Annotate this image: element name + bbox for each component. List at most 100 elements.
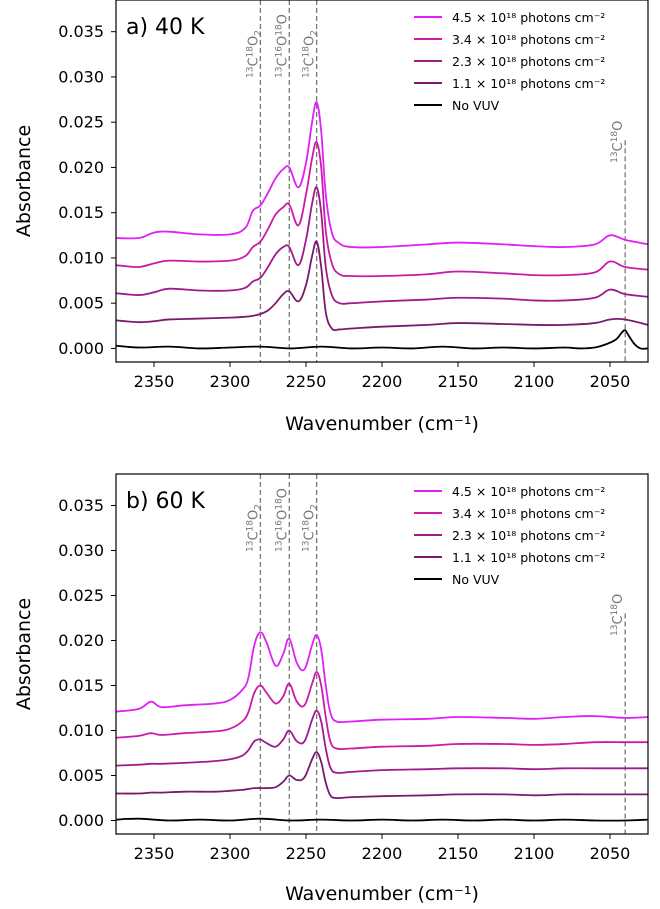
y-tick-label: 0.025 [58, 113, 104, 132]
marker-label-part: C [611, 615, 626, 624]
legend: 4.5 × 10¹⁸ photons cm⁻² 3.4 × 10¹⁸ photon… [414, 484, 605, 587]
y-tick-label: 0.005 [58, 294, 104, 313]
marker-label-part: 13 [302, 67, 312, 78]
y-tick-label: 0.025 [58, 586, 104, 605]
marker-label-part: C [275, 57, 290, 66]
x-tick-label: 2200 [362, 844, 403, 863]
x-axis-label: Wavenumber (cm⁻¹) [285, 413, 479, 435]
y-tick-label: 0.010 [58, 248, 104, 267]
y-tick-label: 0.030 [58, 541, 104, 560]
legend-label: No VUV [452, 98, 500, 113]
legend-label: 4.5 × 10¹⁸ photons cm⁻² [452, 10, 605, 25]
marker-label-part: C [246, 531, 261, 540]
marker-label-part: C [246, 57, 261, 66]
x-tick-label: 2250 [286, 844, 327, 863]
y-tick-label: 0.015 [58, 203, 104, 222]
chart-panel-2: 13C18O213C16O18O13C18O213C18O0.0000.0050… [13, 473, 649, 905]
marker-label-part: 18 [610, 131, 620, 143]
marker-label-part: C [611, 142, 626, 151]
y-tick-label: 0.000 [58, 339, 104, 358]
series-line [115, 329, 649, 350]
x-tick-label: 2100 [514, 372, 555, 391]
x-tick-label: 2300 [210, 844, 251, 863]
marker-label: 13C16O18O [274, 488, 290, 552]
marker-label-part: 13 [274, 541, 284, 552]
marker-label-part: 13 [610, 625, 620, 636]
marker-label-part: 13 [610, 151, 620, 162]
marker-label-part: 18 [302, 46, 312, 58]
marker-label: 13C16O18O [274, 14, 290, 78]
x-tick-label: 2050 [590, 372, 631, 391]
y-tick-label: 0.015 [58, 676, 104, 695]
marker-label-part: 18 [274, 24, 284, 36]
marker-label-part: C [303, 57, 318, 66]
legend-label: 2.3 × 10¹⁸ photons cm⁻² [452, 54, 605, 69]
legend-label: 1.1 × 10¹⁸ photons cm⁻² [452, 550, 605, 565]
series-line [115, 141, 649, 278]
x-tick-label: 2150 [438, 844, 479, 863]
legend-label: No VUV [452, 572, 500, 587]
marker-label-part: O [246, 36, 261, 46]
series-line [115, 709, 648, 774]
y-tick-label: 0.005 [58, 766, 104, 785]
y-tick-label: 0.020 [58, 158, 104, 177]
panel-label: b) 60 K [126, 489, 206, 514]
x-tick-label: 2200 [362, 372, 403, 391]
series-line [115, 186, 649, 305]
marker-label-part: 2 [310, 504, 320, 510]
marker-label-part: 13 [274, 67, 284, 78]
marker-label-part: O [275, 488, 290, 498]
marker-label-part: 18 [245, 520, 255, 532]
series-line [115, 671, 648, 751]
series-line [115, 101, 649, 249]
marker-label: 13C18O2 [302, 504, 320, 552]
x-tick-label: 2100 [514, 844, 555, 863]
marker-label-part: 2 [310, 30, 320, 36]
marker-label-part: C [303, 531, 318, 540]
y-axis-label: Absorbance [13, 598, 35, 710]
marker-label: 13C18O2 [245, 504, 263, 552]
x-tick-label: 2350 [134, 844, 175, 863]
marker-label: 13C18O2 [302, 30, 320, 78]
marker-label-part: 2 [253, 30, 263, 36]
series-line [115, 240, 649, 332]
y-tick-label: 0.000 [58, 811, 104, 830]
x-tick-label: 2150 [438, 372, 479, 391]
y-tick-label: 0.020 [58, 631, 104, 650]
legend-label: 3.4 × 10¹⁸ photons cm⁻² [452, 506, 605, 521]
marker-label: 13C18O [610, 121, 626, 163]
marker-label-part: O [611, 121, 626, 131]
y-tick-label: 0.035 [58, 22, 104, 41]
marker-label: 13C18O [610, 594, 626, 636]
y-tick-label: 0.035 [58, 496, 104, 515]
x-tick-label: 2300 [210, 372, 251, 391]
x-tick-label: 2250 [286, 372, 327, 391]
series-line [115, 631, 649, 724]
marker-label-part: O [275, 510, 290, 520]
marker-label-part: 13 [245, 541, 255, 552]
marker-label: 13C18O2 [245, 30, 263, 78]
marker-label-part: O [611, 594, 626, 604]
y-tick-label: 0.030 [58, 67, 104, 86]
legend-label: 2.3 × 10¹⁸ photons cm⁻² [452, 528, 605, 543]
legend-label: 1.1 × 10¹⁸ photons cm⁻² [452, 76, 605, 91]
y-axis-label: Absorbance [13, 125, 35, 237]
marker-label-part: 18 [610, 604, 620, 616]
marker-label-part: 16 [274, 46, 284, 58]
marker-label-part: O [303, 36, 318, 46]
panel-label: a) 40 K [126, 15, 205, 40]
marker-label-part: 13 [245, 67, 255, 78]
x-axis-label: Wavenumber (cm⁻¹) [285, 883, 479, 905]
marker-label-part: O [246, 510, 261, 520]
marker-label-part: 13 [302, 541, 312, 552]
x-tick-label: 2350 [134, 372, 175, 391]
marker-label-part: 2 [253, 504, 263, 510]
marker-label-part: 18 [245, 46, 255, 58]
legend-label: 3.4 × 10¹⁸ photons cm⁻² [452, 32, 605, 47]
x-tick-label: 2050 [590, 844, 631, 863]
series-line [115, 751, 648, 799]
marker-label-part: C [275, 531, 290, 540]
y-tick-label: 0.010 [58, 721, 104, 740]
marker-label-part: O [275, 14, 290, 24]
